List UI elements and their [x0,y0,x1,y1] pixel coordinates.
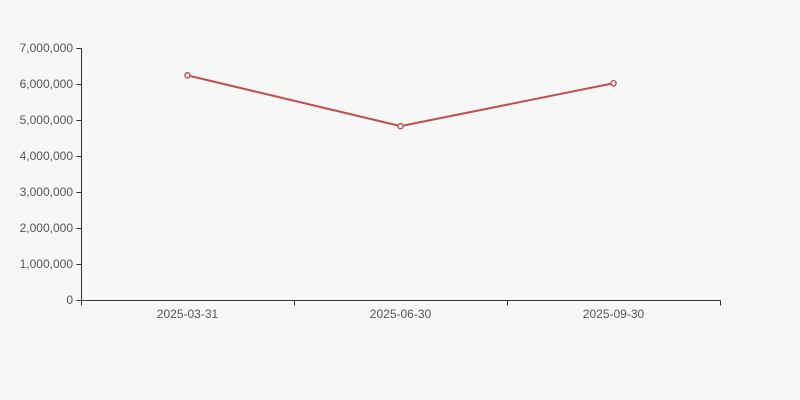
y-tick-label: 2,000,000 [20,221,74,235]
y-tick-label: 5,000,000 [20,113,74,127]
y-tick-label: 3,000,000 [20,185,74,199]
x-tick-label: 2025-03-31 [157,307,219,321]
series-line [186,74,615,128]
x-tick-label: 2025-09-30 [583,307,645,321]
y-tick-label: 4,000,000 [20,149,74,163]
y-tick-label: 6,000,000 [20,77,74,91]
data-point[interactable] [184,72,191,79]
data-point[interactable] [397,122,404,130]
x-tick-label: 2025-06-30 [370,307,432,321]
labels-layer: 0 1,000,000 2,000,000 3,000,000 4,000,000 5,0… [20,41,645,321]
axes-layer [76,48,721,306]
y-tick-label: 0 [66,293,73,307]
series-layer [184,72,617,130]
y-tick-label: 7,000,000 [20,41,74,55]
data-point[interactable] [610,79,617,87]
y-tick-label: 1,000,000 [20,257,74,271]
